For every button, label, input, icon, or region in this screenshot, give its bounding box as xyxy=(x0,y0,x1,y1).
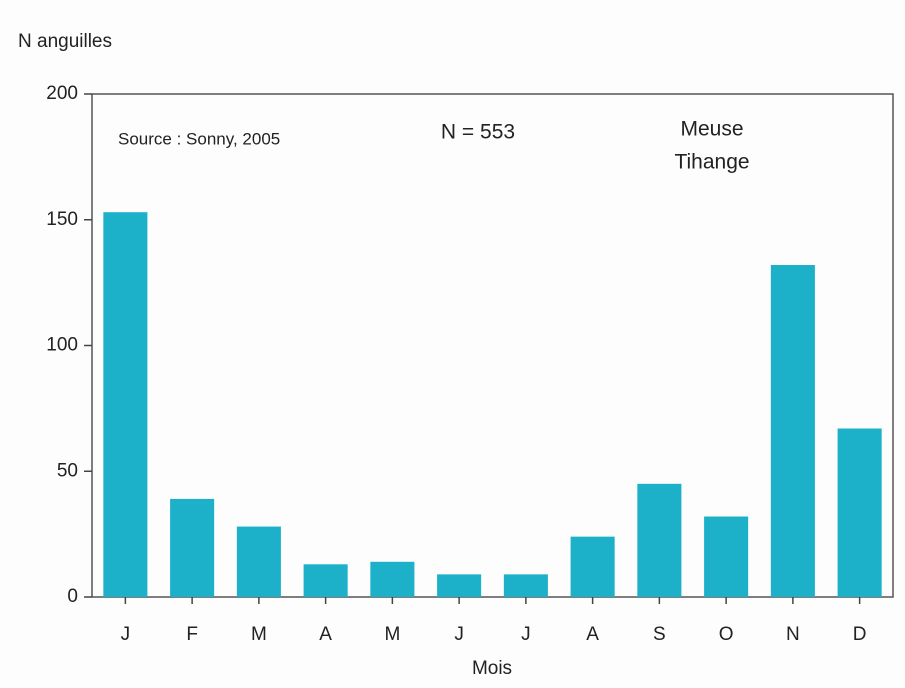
x-axis-label: Mois xyxy=(472,658,512,679)
annotation: Source : Sonny, 2005 xyxy=(118,129,280,148)
annotation: Tihange xyxy=(674,151,749,174)
y-tick-label: 50 xyxy=(57,460,78,481)
bar xyxy=(637,483,682,597)
bar xyxy=(770,265,815,597)
x-tick-label: M xyxy=(384,624,400,645)
bar xyxy=(704,516,749,597)
y-tick-label: 150 xyxy=(46,209,78,230)
bar xyxy=(303,564,348,597)
x-tick-label: D xyxy=(853,624,867,645)
bar xyxy=(837,428,882,597)
x-tick-label: F xyxy=(186,624,198,645)
bar xyxy=(103,212,148,597)
bar xyxy=(570,536,615,597)
bar xyxy=(503,574,548,597)
annotation: Meuse xyxy=(680,118,743,141)
bar xyxy=(437,574,482,597)
x-tick-label: A xyxy=(319,624,332,645)
bar xyxy=(236,526,281,597)
bar xyxy=(170,498,215,597)
y-tick-label: 100 xyxy=(46,335,78,356)
y-tick-label: 200 xyxy=(46,83,78,104)
x-tick-label: O xyxy=(719,624,734,645)
bar xyxy=(370,561,415,597)
y-tick-label: 0 xyxy=(67,586,78,607)
x-tick-label: S xyxy=(653,624,666,645)
y-axis-label: N anguilles xyxy=(18,31,112,52)
x-tick-label: J xyxy=(521,624,531,645)
x-tick-label: A xyxy=(586,624,599,645)
annotation: N = 553 xyxy=(441,121,515,144)
x-tick-label: N xyxy=(786,624,800,645)
x-tick-label: J xyxy=(121,624,131,645)
x-tick-label: M xyxy=(251,624,267,645)
x-tick-label: J xyxy=(454,624,464,645)
